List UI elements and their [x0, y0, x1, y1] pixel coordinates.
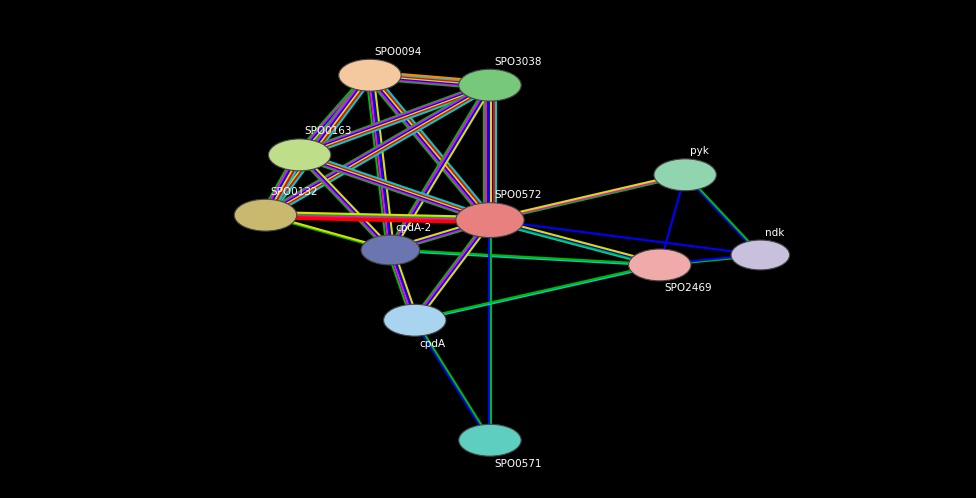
Circle shape: [731, 240, 790, 270]
Circle shape: [361, 235, 420, 265]
Text: SPO0132: SPO0132: [270, 187, 318, 197]
Circle shape: [234, 199, 297, 231]
Text: SPO2469: SPO2469: [665, 283, 712, 293]
Text: SPO0571: SPO0571: [495, 459, 543, 469]
Text: SPO0094: SPO0094: [375, 47, 423, 57]
Circle shape: [339, 59, 401, 91]
Text: cpdA-2: cpdA-2: [395, 223, 431, 233]
Text: SPO0163: SPO0163: [305, 126, 352, 136]
Circle shape: [456, 203, 524, 238]
Text: pyk: pyk: [690, 146, 709, 156]
Text: ndk: ndk: [765, 228, 785, 238]
Circle shape: [459, 69, 521, 101]
Circle shape: [654, 159, 716, 191]
Text: SPO3038: SPO3038: [495, 57, 543, 67]
Circle shape: [268, 139, 331, 171]
Text: cpdA: cpdA: [420, 339, 446, 349]
Text: SPO0572: SPO0572: [495, 190, 543, 200]
Circle shape: [459, 424, 521, 456]
Circle shape: [384, 304, 446, 336]
Circle shape: [629, 249, 691, 281]
